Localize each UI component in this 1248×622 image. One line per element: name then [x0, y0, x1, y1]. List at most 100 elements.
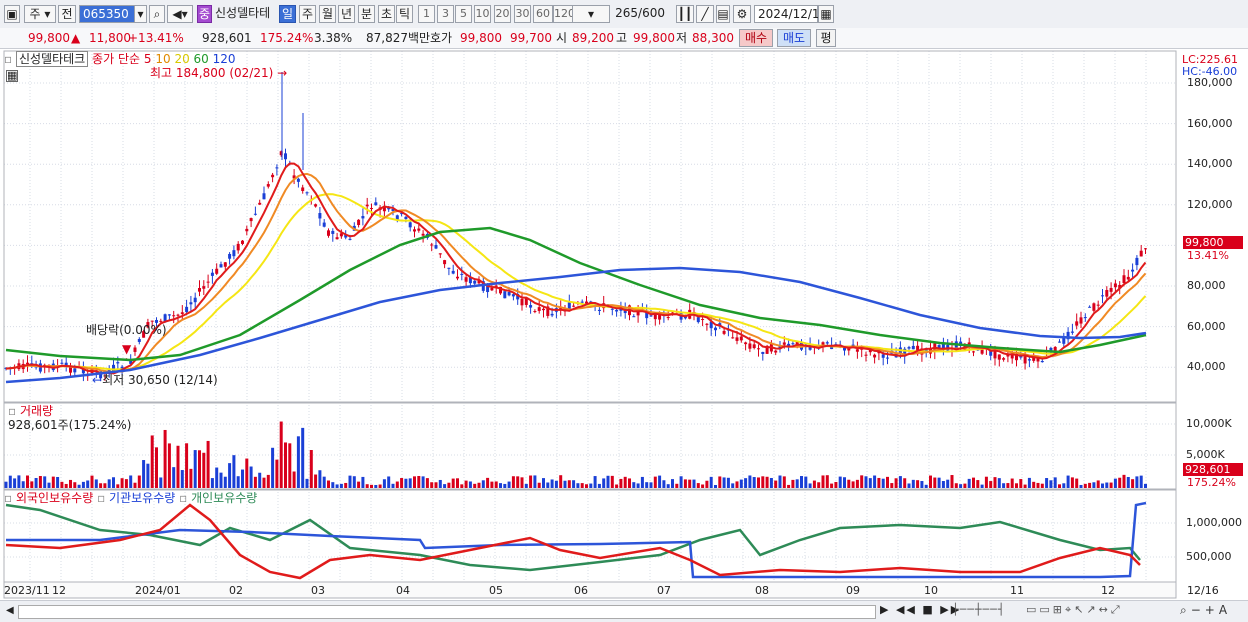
price-tick-1: 160,000: [1187, 116, 1233, 130]
tab-minute-4[interactable]: 20: [494, 5, 511, 23]
volume-bar: [499, 483, 502, 488]
volume-bar: [929, 475, 932, 488]
candle-body: [460, 273, 464, 275]
tab-minute-5[interactable]: 30: [514, 5, 531, 23]
minute-custom-select[interactable]: ▾: [572, 5, 610, 23]
search-icon[interactable]: ⌕: [149, 5, 165, 23]
candle-body: [1032, 357, 1036, 361]
tab-period-5[interactable]: 초: [378, 5, 395, 23]
gear-icon[interactable]: ⚙: [733, 5, 751, 23]
code-dropdown-icon[interactable]: ▾: [134, 5, 147, 23]
playback-icons[interactable]: ▶ ◀◀ ■ ▶▶: [880, 603, 962, 616]
tab-minute-6[interactable]: 60: [533, 5, 553, 23]
tab-minute-3[interactable]: 10: [474, 5, 491, 23]
pane-stock-name[interactable]: 신성델타테크: [15, 51, 89, 67]
date-input[interactable]: 2024/12/16: [754, 5, 827, 23]
volume-bar: [873, 475, 877, 488]
candle-body: [1036, 356, 1040, 362]
date-tick-9: 08: [755, 584, 769, 597]
quote-price: 99,800: [28, 31, 70, 45]
ma120-line: [5, 266, 1147, 384]
tab-minute-0[interactable]: 1: [418, 5, 435, 23]
candle-body: [761, 351, 765, 354]
candle-body: [430, 244, 434, 246]
scroll-left-icon[interactable]: ◀: [6, 605, 14, 616]
date-tick-5: 04: [396, 584, 410, 597]
candle-body: [1079, 317, 1083, 324]
tab-period-2[interactable]: 월: [319, 5, 336, 23]
volume-bar: [361, 476, 365, 488]
candle-body: [198, 288, 201, 292]
quote-ask-label: 호가: [430, 31, 453, 45]
volume-bar: [787, 484, 791, 488]
volume-bar: [486, 477, 490, 488]
volume-bar: [1135, 476, 1139, 488]
pane-legend: ▫ 신성델타테크 종가 단순 5 10 20 60 120: [4, 51, 236, 67]
speaker-icon[interactable]: ◀▾: [167, 5, 193, 23]
holding-institution-label: 기관보유수량: [109, 491, 176, 505]
volume-bar: [739, 479, 743, 488]
volume-bar: [374, 484, 378, 488]
candle-body: [296, 178, 300, 182]
count-value[interactable]: 265: [615, 6, 639, 20]
volume-bar: [812, 480, 816, 488]
volume-tick-5000k: 5,000K: [1186, 448, 1225, 461]
zoom-icons[interactable]: ⌕−+A: [1180, 603, 1232, 617]
period-select[interactable]: 주 ▾: [24, 5, 56, 23]
tab-minute-1[interactable]: 3: [437, 5, 454, 23]
candle-body: [997, 354, 1001, 360]
volume-bar: [301, 427, 305, 488]
volume-bar: [1006, 483, 1010, 488]
draw-tool-icon[interactable]: ╱: [696, 5, 714, 23]
candle-body: [1002, 358, 1006, 360]
date-tick-12: 11: [1010, 584, 1024, 597]
theme-badge[interactable]: 중: [197, 5, 212, 23]
date-tick-14: 12/16: [1187, 584, 1219, 597]
volume-bar: [696, 483, 700, 488]
eval-button[interactable]: 평: [816, 29, 836, 47]
candle-body: [1058, 341, 1061, 343]
candle-body: [1122, 275, 1126, 284]
tab-period-4[interactable]: 분: [358, 5, 375, 23]
candle-body: [778, 345, 782, 349]
date-tick-8: 07: [657, 584, 671, 597]
price-tick-5: 80,000: [1187, 279, 1226, 292]
scrollbar-track[interactable]: [18, 605, 876, 619]
price-tick-7: 40,000: [1187, 360, 1226, 374]
candle-body: [666, 317, 670, 319]
candle-icon[interactable]: ┃┃: [676, 5, 694, 23]
volume-bar: [576, 483, 580, 488]
volume-bar: [937, 477, 941, 488]
sell-button[interactable]: 매도: [777, 29, 811, 47]
volume-bar: [718, 476, 722, 488]
volume-bar: [1027, 477, 1031, 488]
tab-period-3[interactable]: 년: [338, 5, 355, 23]
volume-bar: [714, 484, 717, 488]
zoom-slider-icon[interactable]: ├──┼──┤: [952, 603, 1006, 616]
save-icon[interactable]: ▤: [716, 5, 730, 23]
candle-body: [511, 294, 515, 297]
tab-period-0[interactable]: 일: [279, 5, 296, 23]
calendar-icon[interactable]: ▦: [818, 5, 834, 23]
grid-toggle-icon[interactable]: ▦: [6, 69, 18, 82]
window-icon[interactable]: ▣: [4, 5, 20, 23]
quote-change: 11,800: [89, 31, 131, 45]
candle-body: [701, 319, 705, 321]
tab-minute-2[interactable]: 5: [455, 5, 472, 23]
tab-period-1[interactable]: 주: [299, 5, 316, 23]
volume-bar: [26, 475, 29, 488]
buy-button[interactable]: 매수: [739, 29, 773, 47]
quote-ask1: 99,800: [460, 31, 502, 45]
code-input[interactable]: 065350: [79, 5, 135, 23]
moving-averages: [5, 162, 1147, 384]
prev-button[interactable]: 전: [58, 5, 76, 23]
volume-bar: [314, 474, 318, 488]
layout-icons[interactable]: ▭▭⊞⌖↖↗↔⤢: [1026, 603, 1123, 616]
ma20-line: [5, 193, 1147, 371]
tab-period-6[interactable]: 틱: [396, 5, 413, 23]
quote-bar: 99,800 ▲ 11,800 +13.41% 928,601 175.24% …: [0, 28, 1248, 49]
volume-bar: [903, 478, 907, 488]
volume-bar: [21, 481, 25, 488]
candle-body: [210, 272, 214, 276]
